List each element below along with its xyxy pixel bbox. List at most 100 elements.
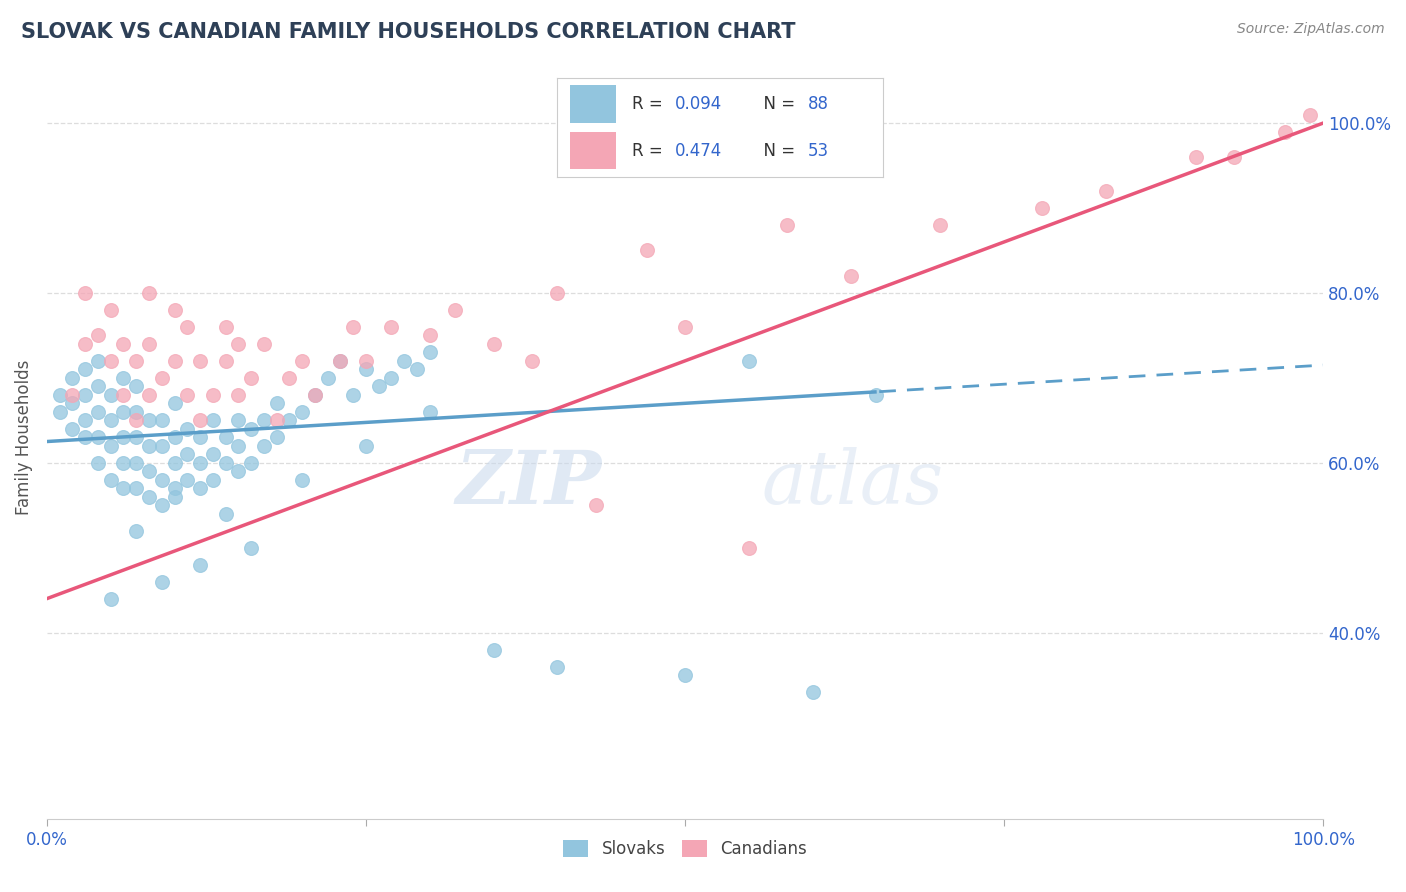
Point <box>188 481 211 495</box>
Point <box>444 302 467 317</box>
Point <box>87 379 110 393</box>
Point <box>240 456 263 470</box>
Text: ZIP: ZIP <box>456 447 602 519</box>
Point <box>150 498 173 512</box>
Point <box>367 379 389 393</box>
Point <box>100 439 122 453</box>
Point <box>278 371 301 385</box>
Point <box>201 447 224 461</box>
Point <box>304 388 326 402</box>
Point <box>100 473 122 487</box>
Point <box>138 285 160 300</box>
Point <box>406 362 429 376</box>
Point <box>125 413 148 427</box>
Point <box>176 447 198 461</box>
Point <box>100 354 122 368</box>
Point <box>228 464 250 478</box>
Point <box>138 464 160 478</box>
Point <box>138 490 160 504</box>
Point <box>291 354 314 368</box>
Point <box>112 456 135 470</box>
Point <box>100 388 122 402</box>
Point <box>1299 107 1322 121</box>
Point <box>801 685 824 699</box>
Point <box>163 481 186 495</box>
Point <box>188 558 211 572</box>
Point <box>201 388 224 402</box>
Legend: Slovaks, Canadians: Slovaks, Canadians <box>557 833 814 864</box>
Point <box>354 362 377 376</box>
Point <box>673 319 696 334</box>
Point <box>176 473 198 487</box>
Point <box>87 405 110 419</box>
Point <box>62 396 84 410</box>
Point <box>87 328 110 343</box>
Point <box>125 456 148 470</box>
Point <box>75 336 97 351</box>
Point <box>738 541 761 555</box>
Point <box>266 396 288 410</box>
Text: SLOVAK VS CANADIAN FAMILY HOUSEHOLDS CORRELATION CHART: SLOVAK VS CANADIAN FAMILY HOUSEHOLDS COR… <box>21 22 796 42</box>
Point <box>520 354 543 368</box>
Point <box>228 388 250 402</box>
Point <box>163 354 186 368</box>
Point <box>240 541 263 555</box>
Point <box>253 413 276 427</box>
Y-axis label: Family Households: Family Households <box>15 359 32 515</box>
Point <box>1184 150 1206 164</box>
Point <box>380 371 402 385</box>
Point <box>150 439 173 453</box>
Point <box>585 498 607 512</box>
Point <box>176 422 198 436</box>
Point <box>188 413 211 427</box>
Point <box>354 354 377 368</box>
Point <box>112 481 135 495</box>
Point <box>636 244 658 258</box>
Point <box>1223 150 1246 164</box>
Point <box>188 456 211 470</box>
Text: Source: ZipAtlas.com: Source: ZipAtlas.com <box>1237 22 1385 37</box>
Point <box>304 388 326 402</box>
Point <box>839 268 862 283</box>
Point <box>163 456 186 470</box>
Point <box>176 388 198 402</box>
Point <box>62 371 84 385</box>
Point <box>214 430 236 444</box>
Point <box>138 439 160 453</box>
Point <box>1031 201 1053 215</box>
Point <box>150 473 173 487</box>
Point <box>112 388 135 402</box>
Point <box>228 439 250 453</box>
Point <box>278 413 301 427</box>
Point <box>87 456 110 470</box>
Point <box>329 354 352 368</box>
Point <box>291 473 314 487</box>
Point <box>929 218 952 232</box>
Point <box>1095 184 1118 198</box>
Point <box>253 336 276 351</box>
Point <box>214 319 236 334</box>
Point <box>546 285 568 300</box>
Point <box>266 430 288 444</box>
Point <box>112 336 135 351</box>
Point <box>163 396 186 410</box>
Point <box>87 354 110 368</box>
Point <box>738 354 761 368</box>
Point <box>316 371 339 385</box>
Point <box>112 405 135 419</box>
Text: atlas: atlas <box>762 447 943 519</box>
Point <box>176 319 198 334</box>
Point <box>419 328 441 343</box>
Point <box>419 345 441 359</box>
Point <box>100 302 122 317</box>
Point <box>48 405 70 419</box>
Point <box>75 285 97 300</box>
Point <box>228 336 250 351</box>
Point <box>125 379 148 393</box>
Point <box>394 354 416 368</box>
Point <box>188 354 211 368</box>
Point <box>329 354 352 368</box>
Point <box>482 642 505 657</box>
Point <box>150 413 173 427</box>
Point <box>138 336 160 351</box>
